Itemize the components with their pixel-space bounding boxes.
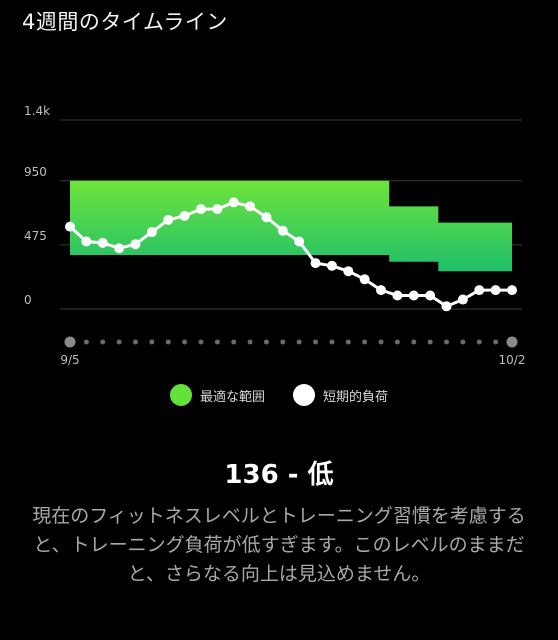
short-term-load-point [474,285,485,296]
short-term-load-point [408,290,419,301]
legend-item-short-term-load: 短期的負荷 [293,384,388,406]
chart-legend: 最適な範囲 短期的負荷 [0,384,558,406]
x-tick-label-end: 10/2 [499,353,526,367]
short-term-load-point [376,285,387,296]
timeline-day-dot [182,339,188,345]
timeline-end-dot [506,336,518,348]
short-term-load-point [294,236,305,247]
timeline-day-dot [247,339,253,345]
load-status-headline: 136 - 低 [224,460,334,490]
timeline-day-dot [362,339,368,345]
timeline-day-dot [345,339,351,345]
short-term-load-point [507,285,517,296]
timeline-day-dot [198,339,204,345]
timeline-day-dot [378,339,384,345]
timeline-day-dot [83,339,89,345]
optimal-range-band [70,180,512,272]
timeline-day-dot [116,339,122,345]
x-tick-label-start: 9/5 [60,353,79,367]
short-term-load-point [457,294,468,305]
timeline-day-dot [427,339,433,345]
load-status-description: 現在のフィットネスレベルとトレーニング習慣を考慮すると、トレーニング負荷が低すぎ… [32,505,526,585]
timeline-day-dot [411,339,417,345]
short-term-load-line [68,200,512,308]
short-term-load-point [359,274,370,285]
legend-label-short-term-load: 短期的負荷 [323,389,389,405]
short-term-load-point [245,201,256,212]
legend-item-optimal-range: 最適な範囲 [169,384,265,406]
short-term-load-point [343,266,354,277]
timeline-day-dot [329,339,335,345]
legend-swatch-optimal-range [169,384,192,406]
short-term-load-point [228,197,239,208]
timeline-day-dot [296,339,302,345]
timeline-day-dot [444,339,450,345]
short-term-load-point [425,290,436,301]
timeline-day-dot [476,339,482,345]
y-tick-label: 0 [24,293,32,307]
timeline-day-dot [165,339,171,345]
short-term-load-point [261,212,272,223]
short-term-load-point [310,258,321,269]
page-title: 4週間のタイムライン [22,10,228,34]
timeline-day-dot [280,339,286,345]
timeline-day-dot [493,339,499,345]
timeline-end-dot [64,336,76,348]
y-tick-label: 950 [24,165,47,179]
short-term-load-point [392,290,403,301]
short-term-load-point [130,239,141,250]
short-term-load-point [490,285,501,296]
short-term-load-point [179,210,190,221]
legend-label-optimal-range: 最適な範囲 [199,389,265,405]
timeline-day-dot [214,339,220,345]
short-term-load-point [441,301,452,312]
timeline-day-dot [149,339,155,345]
timeline-day-dot [231,339,237,345]
timeline-day-dot [394,339,400,345]
timeline-day-dot [132,339,138,345]
y-tick-label: 1.4k [24,104,50,118]
short-term-load-point [97,237,108,248]
short-term-load-point [212,204,223,215]
timeline-day-dot [263,339,269,345]
timeline-day-dot [460,339,466,345]
timeline-day-dot [313,339,319,345]
timeline-chart: 1.4k 950 475 0 9/5 10/2 [24,104,526,367]
short-term-load-point [65,221,75,232]
short-term-load-point [114,243,125,254]
short-term-load-point [163,214,174,225]
short-term-load-point [146,227,157,238]
short-term-load-point [277,225,288,236]
timeline-day-dot [100,339,106,345]
legend-swatch-short-term-load [293,384,315,406]
y-tick-label: 475 [24,229,47,243]
short-term-load-point [81,236,92,247]
short-term-load-point [326,260,337,271]
short-term-load-point [195,204,206,215]
